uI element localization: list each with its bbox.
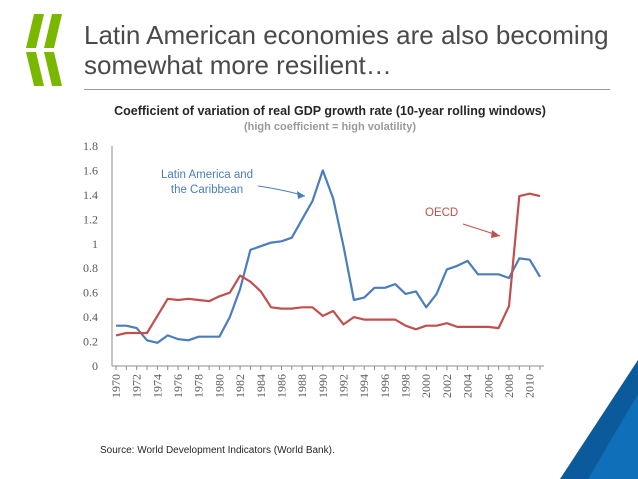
slide-title: Latin American economies are also becomi… bbox=[84, 20, 609, 80]
series-line-lac bbox=[116, 169, 541, 344]
y-tick-label: 1 bbox=[92, 237, 98, 251]
series-label-lac: the Caribbean bbox=[171, 184, 243, 196]
x-tick-label: 2010 bbox=[523, 374, 537, 398]
corner-decoration-icon bbox=[560, 360, 638, 479]
x-tick-label: 1972 bbox=[130, 374, 144, 398]
x-tick-label: 1988 bbox=[295, 374, 309, 398]
x-tick-label: 2000 bbox=[419, 374, 433, 398]
oecd-logo-icon bbox=[26, 14, 62, 86]
title-divider bbox=[84, 89, 610, 90]
x-tick-label: 1978 bbox=[192, 374, 206, 398]
y-tick-label: 0.4 bbox=[83, 310, 98, 324]
series-label-oecd: OECD bbox=[425, 207, 458, 219]
source-note: Source: World Development Indicators (Wo… bbox=[100, 445, 335, 456]
x-tick-label: 1998 bbox=[399, 374, 413, 398]
annotation-arrowhead-oecd bbox=[491, 230, 500, 238]
x-tick-label: 1976 bbox=[171, 374, 185, 398]
y-tick-label: 0.6 bbox=[83, 286, 98, 300]
x-tick-label: 1982 bbox=[233, 374, 247, 398]
chart-title: Coefficient of variation of real GDP gro… bbox=[114, 104, 546, 118]
x-tick-label: 2006 bbox=[481, 374, 495, 398]
series-label-lac: Latin America and bbox=[161, 169, 253, 181]
x-tick-label: 1992 bbox=[337, 374, 351, 398]
x-tick-label: 1974 bbox=[150, 374, 164, 398]
x-tick-label: 2008 bbox=[502, 374, 516, 398]
annotation-arrowhead-lac bbox=[297, 191, 305, 199]
x-tick-label: 1980 bbox=[212, 374, 226, 398]
x-tick-label: 1984 bbox=[254, 374, 268, 398]
y-tick-label: 1.4 bbox=[83, 188, 98, 202]
y-tick-label: 1.8 bbox=[83, 139, 98, 153]
x-tick-label: 2004 bbox=[461, 374, 475, 398]
x-tick-label: 1986 bbox=[274, 374, 288, 398]
chart-subtitle: (high coefficient = high volatility) bbox=[243, 121, 417, 133]
x-tick-label: 1994 bbox=[357, 374, 371, 398]
series-line-oecd bbox=[115, 192, 541, 337]
y-tick-label: 0 bbox=[92, 359, 98, 373]
x-tick-label: 1990 bbox=[316, 374, 330, 398]
x-tick-label: 1996 bbox=[378, 374, 392, 398]
y-tick-label: 1.2 bbox=[83, 212, 98, 226]
y-tick-label: 1.6 bbox=[83, 163, 98, 177]
x-tick-label: 2002 bbox=[440, 374, 454, 398]
y-tick-label: 0.2 bbox=[83, 335, 98, 349]
x-tick-label: 1970 bbox=[109, 374, 123, 398]
y-tick-label: 0.8 bbox=[83, 261, 98, 275]
